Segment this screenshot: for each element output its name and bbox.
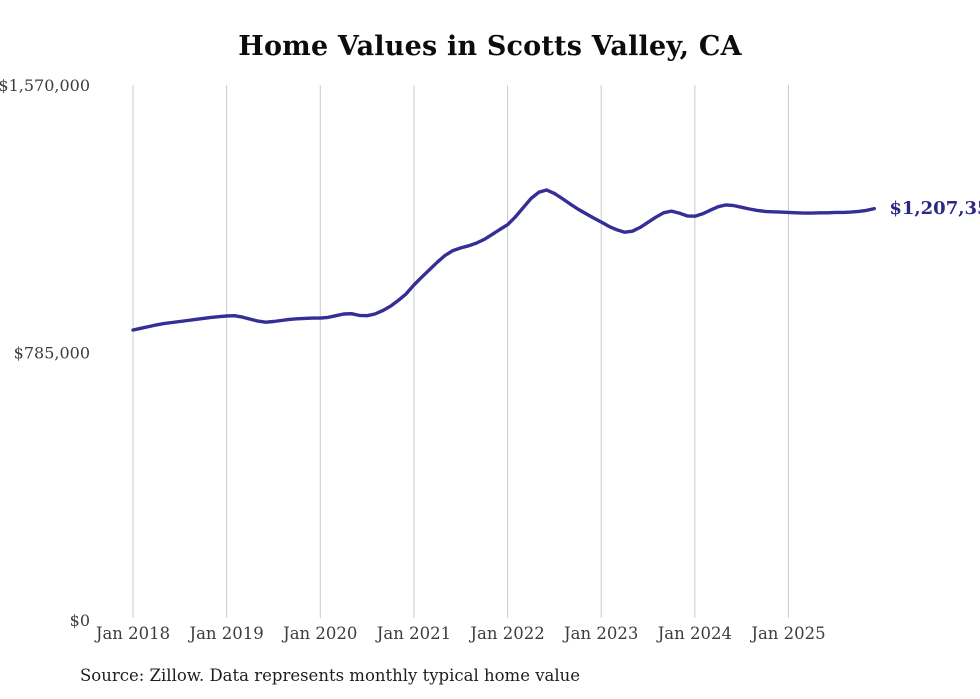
source-note: Source: Zillow. Data represents monthly … <box>80 666 581 685</box>
x-tick-label: Jan 2019 <box>187 624 263 643</box>
x-tick-label: Jan 2023 <box>562 624 638 643</box>
x-tick-label: Jan 2020 <box>281 624 357 643</box>
chart-title: Home Values in Scotts Valley, CA <box>238 31 742 62</box>
x-tick-label: Jan 2018 <box>94 624 170 643</box>
x-tick-label: Jan 2022 <box>468 624 544 643</box>
x-tick-label: Jan 2024 <box>656 624 732 643</box>
y-tick-label: $1,570,000 <box>0 76 90 95</box>
latest-value-label: $1,207,359 <box>889 198 980 219</box>
y-tick-label: $0 <box>70 611 90 630</box>
x-tick-label: Jan 2021 <box>375 624 451 643</box>
home-value-line-series <box>131 188 876 332</box>
y-tick-label: $785,000 <box>14 344 90 363</box>
x-tick-label: Jan 2025 <box>749 624 825 643</box>
